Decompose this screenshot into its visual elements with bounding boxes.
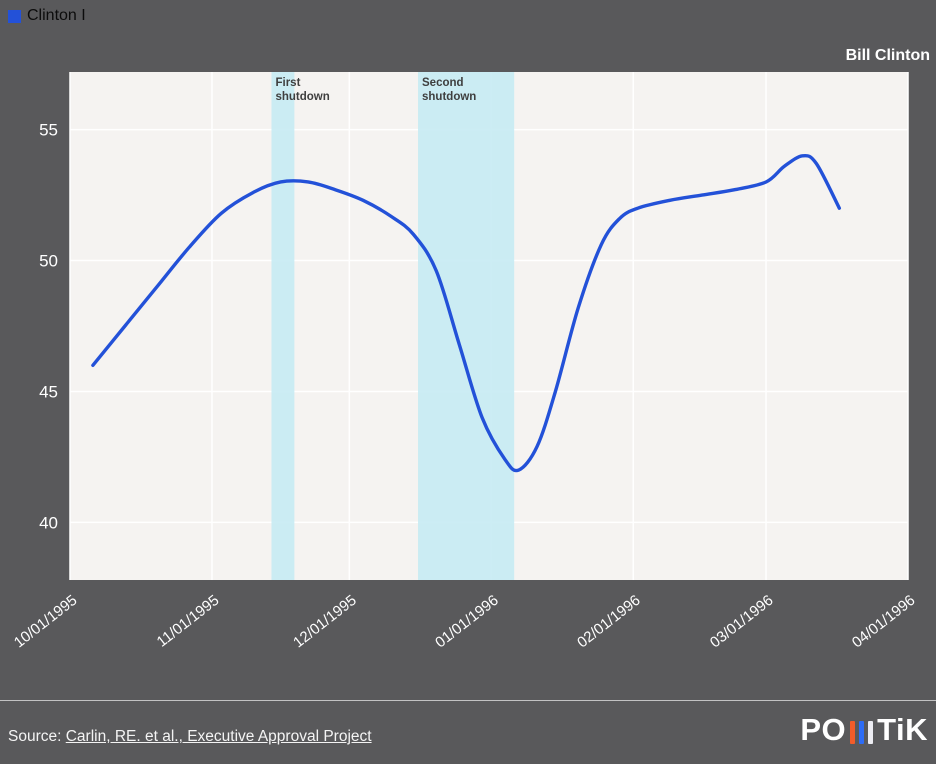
x-axis-tick-label: 03/01/1996 (707, 592, 777, 652)
approval-series-line (91, 153, 842, 473)
x-axis-tick-label: 12/01/1995 (290, 592, 360, 652)
logo-text-tik: TiK (877, 712, 928, 747)
y-axis-tick-label: 55 (39, 121, 58, 140)
shutdown-band-label: First (275, 77, 300, 89)
legend-swatch-clinton-i (8, 9, 21, 23)
legend: Clinton I (8, 7, 86, 25)
x-axis-tick-label: 11/01/1995 (154, 592, 223, 651)
y-axis-tick-label: 50 (39, 251, 58, 270)
y-axis-tick-label: 45 (39, 382, 58, 401)
y-axis-tick-label: 40 (39, 513, 58, 532)
source-link[interactable]: Carlin, RE. et al., Executive Approval P… (65, 728, 372, 745)
footer-divider (0, 700, 936, 701)
chart-title: Bill Clinton (845, 47, 930, 64)
logo-bar-orange (850, 720, 856, 744)
shutdown-band (418, 72, 515, 580)
source-prefix: Source: (8, 728, 66, 745)
logo-bar-blue (859, 720, 865, 744)
legend-label: Clinton I (27, 7, 86, 24)
x-axis-tick-label: 04/01/1996 (849, 592, 919, 652)
shutdown-band-label: Second (422, 77, 464, 89)
pollitik-logo: PO TiK (800, 712, 928, 748)
shutdown-band (271, 72, 295, 580)
source-credit: Source: Carlin, RE. et al., Executive Ap… (8, 728, 372, 746)
shutdown-band-label: shutdown (275, 91, 329, 103)
shutdown-band-label: shutdown (422, 91, 476, 103)
logo-bar-white (868, 720, 874, 744)
x-axis-tick-label: 10/01/1995 (11, 592, 81, 652)
approval-line-chart: 40 45 50 55 10/01/1995 11/01/1995 12/01/1995 01… (11, 72, 919, 652)
logo-text-po: PO (800, 712, 847, 747)
x-axis-tick-label: 01/01/1996 (432, 592, 502, 652)
x-axis-tick-label: 02/01/1996 (574, 592, 644, 652)
